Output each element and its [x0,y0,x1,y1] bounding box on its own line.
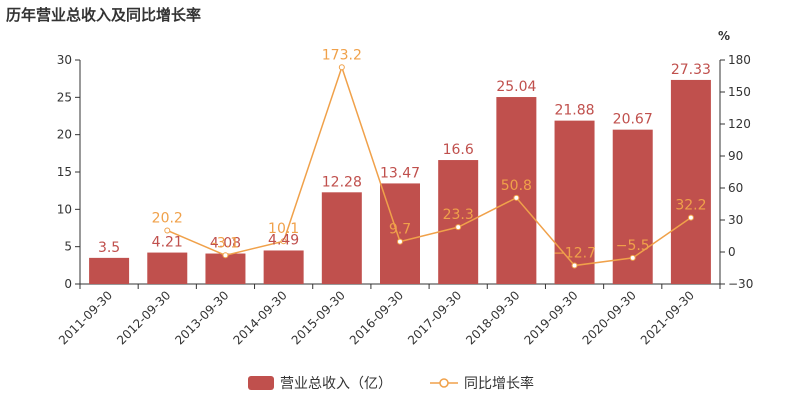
revenue-data-label: 25.04 [496,79,536,95]
x-category-label: 2018-09-30 [463,288,522,347]
growth-rate-data-label: 20.2 [152,210,183,226]
right-tick-label: 60 [728,181,743,195]
revenue-data-label: 4.08 [210,236,241,252]
x-category-label: 2021-09-30 [638,288,697,347]
growth-rate-line [166,64,692,267]
growth-rate-point [222,252,229,259]
revenue-bar [263,250,304,284]
growth-rate-point [397,238,403,245]
revenue-bar [438,160,479,284]
left-tick-label: 25 [57,90,72,104]
left-tick-label: 5 [64,240,72,254]
right-tick-label: 30 [728,213,743,227]
chart-title: 历年营业总收入及同比增长率 [6,6,202,24]
revenue-data-label: 4.49 [268,232,299,248]
growth-rate-point [164,227,171,234]
growth-rate-point [338,64,345,71]
revenue-bar [321,192,362,284]
legend-growth-marker [439,378,449,388]
growth-rate-point [280,238,287,245]
revenue-bar [496,97,537,284]
revenue-bar [205,253,246,284]
left-tick-label: 0 [64,277,72,291]
right-tick-label: 90 [728,149,743,163]
left-tick-label: 30 [57,53,72,67]
growth-rate-point [687,214,694,221]
revenue-data-label: 21.88 [554,103,594,119]
revenue-bar [147,252,188,284]
right-tick-label: 0 [728,245,736,259]
right-tick-label: 120 [728,117,751,131]
revenue-data-label: 13.47 [380,165,420,181]
x-category-label: 2011-09-30 [56,288,115,347]
growth-rate-data-label: −5.5 [616,238,650,254]
growth-rate-point [513,194,520,201]
growth-rate-data-label: −12.7 [553,246,596,262]
right-tick-label: −30 [728,277,753,291]
growth-rate-point [455,224,462,231]
growth-rate-data-label: 10.1 [268,221,299,237]
revenue-bar [89,257,130,284]
revenue-data-label: 16.6 [443,142,474,158]
revenue-data-label: 20.67 [613,112,653,128]
growth-rate-point [571,262,578,269]
growth-rate-data-label: -3.1 [212,235,239,251]
left-tick-label: 15 [57,165,72,179]
revenue-bar [670,79,711,284]
x-category-label: 2012-09-30 [114,288,173,347]
x-category-label: 2017-09-30 [405,288,464,347]
x-category-label: 2019-09-30 [521,288,580,347]
right-tick-label: 150 [728,85,751,99]
right-axis-unit: % [718,29,730,43]
growth-rate-data-label: 23.3 [443,207,474,223]
revenue-bar [554,120,595,284]
revenue-data-label: 27.33 [671,62,711,78]
legend-growth-label: 同比增长率 [464,375,534,392]
growth-rate-data-label: 50.8 [501,178,532,194]
revenue-data-label: 4.21 [152,235,183,251]
x-category-label: 2016-09-30 [347,288,406,347]
right-tick-label: 180 [728,53,751,67]
growth-rate-data-label: 32.2 [675,198,706,214]
x-category-label: 2020-09-30 [580,288,639,347]
x-category-label: 2015-09-30 [289,288,348,347]
growth-rate-data-label: 9.7 [389,222,411,238]
revenue-data-label: 12.28 [322,174,362,190]
growth-rate-point [629,254,636,261]
legend-revenue-swatch [248,376,274,390]
x-category-label: 2013-09-30 [172,288,231,347]
left-tick-label: 20 [57,128,72,142]
growth-rate-data-label: 173.2 [322,47,362,63]
left-tick-label: 10 [57,202,72,216]
legend-revenue-label: 营业总收入（亿） [280,376,392,392]
revenue-data-label: 3.5 [98,240,120,256]
x-category-label: 2014-09-30 [231,288,290,347]
